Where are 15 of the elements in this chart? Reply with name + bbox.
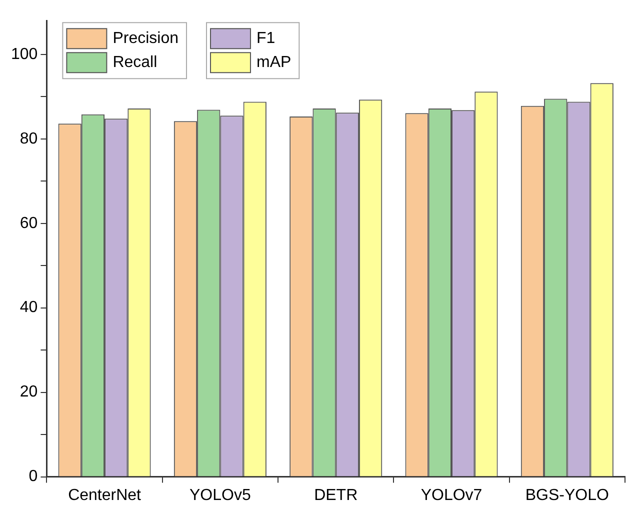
y-tick-label: 0 (28, 468, 38, 486)
x-tick-label: DETR (314, 486, 358, 504)
legend-label: mAP (256, 54, 292, 72)
legend-label: Precision (112, 30, 179, 48)
y-tick-label: 100 (10, 46, 38, 63)
y-tick-label: 80 (20, 130, 38, 148)
y-tick-label: 60 (20, 214, 38, 232)
x-tick-label: YOLOv7 (420, 486, 482, 504)
x-tick-label: YOLOv5 (190, 486, 251, 504)
x-tick-label: CenterNet (68, 486, 142, 504)
x-tick-label: BGS-YOLO (525, 486, 609, 504)
legend-label: F1 (256, 30, 276, 48)
legend-label: Recall (112, 54, 158, 72)
y-tick-label: 20 (20, 384, 38, 401)
y-tick-label: 40 (20, 299, 38, 316)
